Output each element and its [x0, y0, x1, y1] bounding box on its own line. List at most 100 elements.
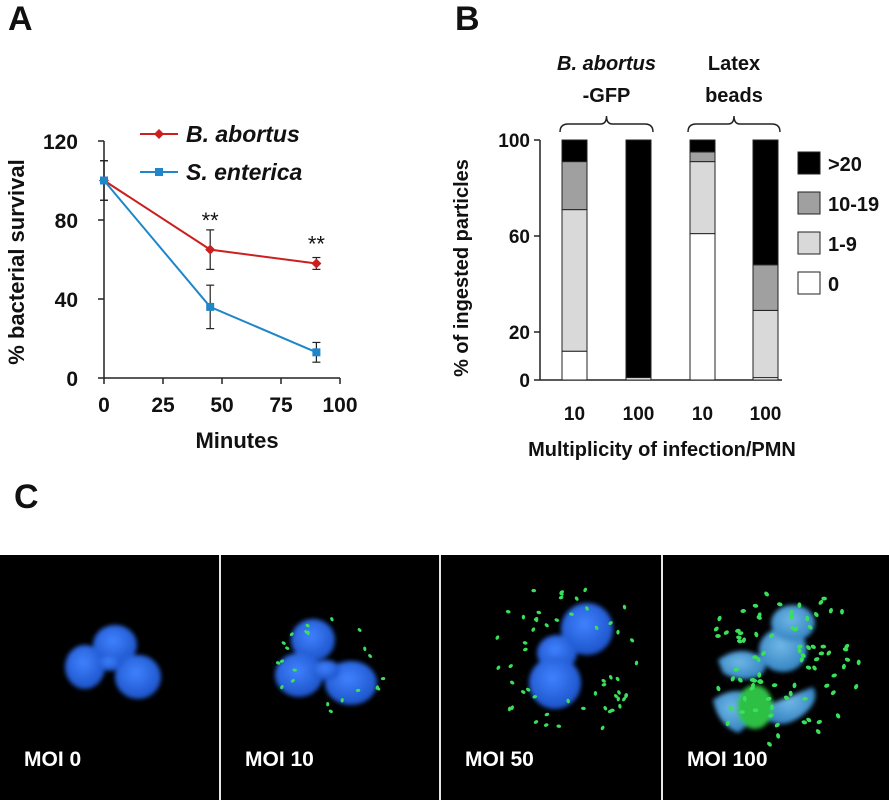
- bacterium: [608, 621, 613, 626]
- bacterium: [624, 692, 628, 698]
- x-axis-label: Multiplicity of infection/PMN: [528, 439, 796, 461]
- bacterium: [806, 717, 812, 723]
- bacterium: [793, 626, 799, 632]
- bacterium: [728, 705, 734, 712]
- bacterium: [713, 626, 719, 632]
- legend-label: S. enterica: [186, 159, 303, 185]
- cell-image: [495, 587, 639, 731]
- bacterium: [800, 653, 806, 658]
- bacterium: [828, 607, 833, 614]
- bacterium: [749, 677, 756, 682]
- x-tick-label: 0: [98, 394, 110, 417]
- y-axis-label: % of ingested particles: [451, 159, 473, 377]
- legend-label: 0: [828, 274, 839, 296]
- bacterium: [821, 596, 827, 601]
- bacterium: [522, 641, 528, 645]
- bacterium: [771, 683, 778, 688]
- bacterium: [792, 682, 797, 689]
- panel-label-b: B: [455, 0, 480, 38]
- bacterium: [813, 657, 820, 662]
- x-tick-label: 100: [623, 404, 655, 425]
- bacterium: [740, 609, 746, 613]
- x-tick-label: 10: [692, 404, 713, 425]
- legend-label: 1-9: [828, 234, 857, 256]
- bar-segment: [752, 309, 779, 379]
- bacterium: [733, 667, 740, 672]
- ingested-particles-bar-chart: 0 20 60 100 10 100 10 100 B. abortus -GFP Latex be…: [451, 53, 879, 461]
- bacterium: [810, 644, 816, 650]
- bacterium: [305, 623, 310, 628]
- bacterium: [340, 698, 344, 703]
- bacterium: [752, 708, 759, 713]
- y-tick-label: 120: [43, 131, 78, 154]
- x-tick-label: 25: [151, 394, 175, 417]
- bacterium: [510, 680, 515, 685]
- bar-segment: [625, 139, 652, 379]
- bacterium: [281, 641, 286, 645]
- bacterium: [835, 713, 841, 719]
- bacterium: [768, 713, 774, 718]
- bacterium: [558, 595, 564, 600]
- group-bracket: [559, 115, 654, 133]
- bacterium: [355, 688, 361, 692]
- bacterium: [505, 609, 511, 614]
- image-divider: [439, 555, 441, 800]
- bacterium: [290, 678, 295, 683]
- bacterium: [618, 703, 622, 709]
- bacterium: [844, 643, 850, 649]
- legend-swatch: [797, 191, 821, 215]
- data-point: [100, 176, 108, 185]
- y-axis-label: % bacterial survival: [4, 159, 29, 364]
- bacterium: [285, 646, 290, 650]
- bar-segment: [561, 209, 588, 352]
- cell-image: [713, 591, 861, 747]
- bacterium: [742, 696, 747, 702]
- significance-annotation: **: [308, 232, 326, 257]
- bar-segment: [752, 139, 779, 266]
- bacterium: [818, 651, 825, 656]
- bacterium: [853, 684, 859, 690]
- group-label: B. abortus: [557, 53, 656, 75]
- bacterium: [736, 639, 743, 644]
- micrograph-label: MOI 50: [465, 748, 534, 771]
- bacterium: [523, 647, 528, 652]
- bar-segment: [752, 264, 779, 311]
- bacterium: [600, 725, 605, 731]
- bacterium: [566, 698, 570, 704]
- bacterium: [754, 631, 759, 638]
- bacterium: [776, 733, 781, 739]
- y-tick-label: 0: [66, 368, 78, 391]
- bacterium: [622, 697, 626, 702]
- bacterium: [717, 615, 722, 622]
- bacterium: [752, 655, 758, 660]
- bar-segment: [561, 139, 588, 163]
- bacterium: [820, 644, 827, 649]
- bacterium: [764, 591, 769, 597]
- bacterium: [816, 719, 822, 725]
- y-tick-label: 20: [509, 323, 530, 344]
- bacterium: [737, 677, 743, 683]
- bar-segment: [689, 151, 716, 163]
- bacterium: [536, 610, 542, 615]
- bacterium: [815, 729, 821, 735]
- data-point: [311, 258, 322, 269]
- microscopy-panel: MOI 0 MOI 10 MOI 50: [0, 555, 889, 800]
- bacterium: [797, 602, 802, 608]
- bar-segment: [689, 139, 716, 153]
- bacterium: [609, 708, 615, 712]
- bacterium: [774, 722, 780, 728]
- legend-label: >20: [828, 154, 862, 176]
- bacterium: [807, 624, 813, 630]
- y-tick-label: 0: [519, 371, 530, 392]
- legend-swatch: [797, 231, 821, 255]
- bacterium: [622, 604, 627, 610]
- data-point: [312, 348, 321, 357]
- bacterium: [292, 668, 297, 672]
- micrograph-moi-50: MOI 50: [441, 555, 661, 800]
- bacterium: [569, 612, 574, 616]
- bacterium: [601, 682, 607, 687]
- bacterium: [831, 673, 837, 678]
- x-tick-label: 10: [564, 404, 585, 425]
- bacterium: [789, 609, 794, 616]
- bacterium: [507, 706, 512, 712]
